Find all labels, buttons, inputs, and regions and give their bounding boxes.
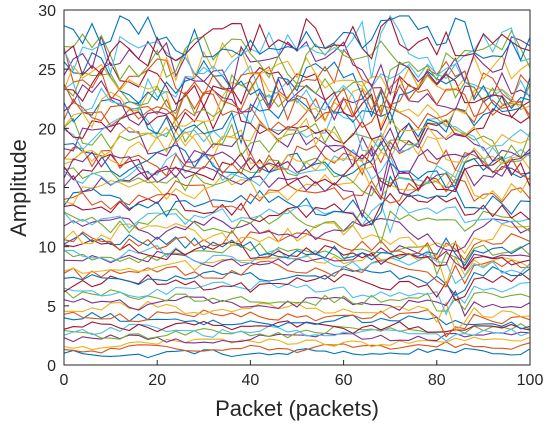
series-line	[63, 242, 531, 276]
series-line	[63, 122, 531, 168]
series-line	[63, 347, 531, 359]
series-line	[63, 129, 531, 171]
series-line	[63, 71, 531, 126]
y-tick-label: 0	[47, 358, 56, 375]
y-tick-label: 15	[38, 181, 56, 198]
series-line	[63, 117, 531, 163]
y-tick-label: 20	[38, 121, 56, 138]
series-line	[63, 331, 531, 344]
series-line	[63, 208, 531, 245]
series-line	[63, 140, 531, 180]
series-line	[63, 52, 531, 126]
series-line	[63, 15, 531, 62]
series-line	[63, 309, 531, 338]
x-tick-label: 20	[148, 372, 166, 389]
series-line	[63, 216, 531, 252]
series-line	[63, 152, 531, 193]
series-line	[63, 252, 531, 287]
series-line	[63, 87, 531, 132]
series-line	[63, 222, 531, 255]
y-tick-label: 30	[38, 3, 56, 20]
x-tick-label: 100	[517, 372, 544, 389]
series-line	[63, 139, 531, 189]
series-line	[63, 336, 531, 351]
series-line	[63, 323, 531, 342]
series-line	[63, 29, 531, 85]
series-line	[63, 144, 531, 192]
y-tick-label: 10	[38, 240, 56, 257]
series-line	[63, 152, 531, 197]
series-line	[63, 34, 531, 96]
series-line	[63, 280, 531, 316]
series-line	[63, 146, 531, 187]
series-line	[63, 272, 531, 301]
series-line	[63, 16, 531, 77]
series-line	[63, 232, 531, 267]
x-axis-label: Packet (packets)	[215, 396, 379, 421]
series-line	[63, 229, 531, 262]
tick-layer: 0 20 40 60 80 100 0 5 10 15 20 25 30	[38, 3, 543, 389]
x-tick-label: 80	[428, 372, 446, 389]
series-line	[63, 244, 531, 285]
series-line	[63, 266, 531, 297]
x-tick-label: 60	[335, 372, 353, 389]
series-line	[63, 94, 531, 145]
series-line	[63, 61, 531, 132]
series-line	[63, 41, 531, 95]
y-axis-label: Amplitude	[6, 139, 31, 237]
y-tick-label: 25	[38, 62, 56, 79]
x-tick-label: 0	[60, 372, 69, 389]
series-line	[63, 72, 531, 123]
series-line	[63, 300, 531, 332]
y-tick-label: 5	[47, 299, 56, 316]
plot-background	[64, 10, 530, 365]
series-layer	[63, 14, 531, 359]
x-tick-label: 40	[242, 372, 260, 389]
series-line	[63, 341, 531, 354]
series-line	[63, 289, 531, 312]
series-line	[63, 192, 531, 227]
series-line	[63, 289, 531, 318]
